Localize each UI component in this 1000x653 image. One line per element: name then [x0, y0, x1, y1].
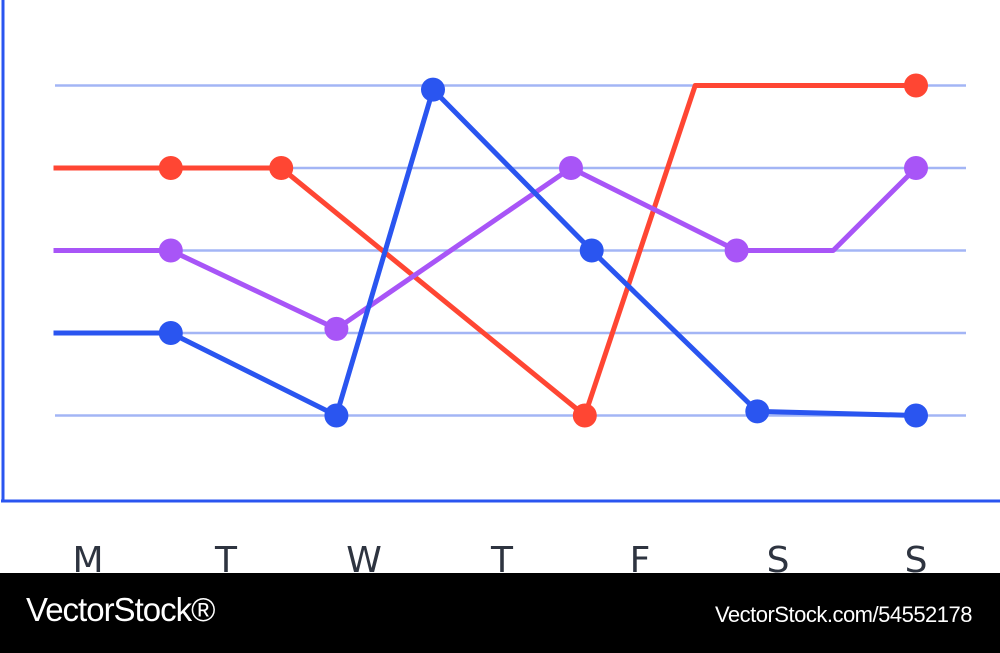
x-tick-label: T	[490, 540, 514, 573]
series-2-point	[158, 238, 183, 263]
series-2-point	[324, 316, 349, 341]
series-2-point	[559, 156, 583, 180]
series-1-point	[904, 73, 928, 98]
x-tick-label: M	[72, 540, 103, 573]
series-3-point	[745, 399, 770, 424]
series-1-point	[158, 156, 183, 180]
series-1	[53, 73, 928, 428]
series-2-point	[724, 238, 749, 263]
stock-id: VectorStock.com/54552178	[714, 602, 973, 627]
x-tick-label: S	[905, 540, 928, 573]
x-tick-label: T	[214, 540, 238, 573]
series-2-line	[53, 165, 918, 332]
series-3-point	[324, 403, 349, 428]
watermark-footer: VectorStock® VectorStock.com/54552178	[0, 573, 1000, 653]
brand-logo-text: VectorStock®	[26, 591, 215, 628]
series-2	[53, 156, 928, 341]
series-1-point	[269, 156, 294, 180]
series-3-point	[579, 238, 604, 263]
x-tick-label: S	[767, 540, 790, 573]
series-3-point	[158, 321, 183, 345]
x-tick-label: W	[346, 540, 382, 573]
x-tick-label: F	[630, 540, 651, 573]
series-lines	[53, 73, 928, 428]
series-1-point	[572, 403, 597, 428]
series-3-point	[421, 77, 445, 102]
series-2-point	[904, 156, 928, 180]
series-3	[53, 77, 928, 428]
series-3-point	[904, 403, 928, 428]
